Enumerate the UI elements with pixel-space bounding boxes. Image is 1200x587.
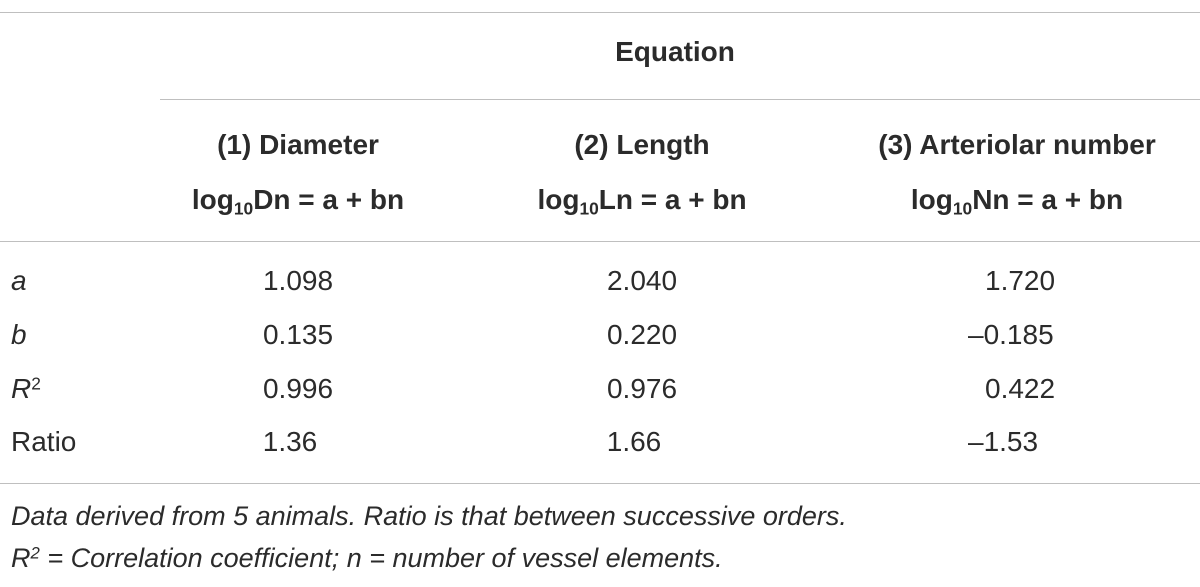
table-cell: 0.220 [606, 319, 678, 350]
row-label-ratio: Ratio [11, 426, 77, 457]
table-cell: 1.098 [262, 265, 334, 296]
column-equation-arteriolar-number: log10Nn = a + bn [910, 184, 1124, 219]
row-label-a: a [11, 265, 27, 296]
table-cell: 1.36 [262, 426, 318, 457]
column-header-diameter: (1) Diameter [217, 129, 379, 160]
footnote-line-2: R2 = Correlation coefficient; n = number… [11, 543, 723, 573]
table-bottom-rule [0, 483, 1200, 484]
row-label-r-squared: R2 [11, 373, 41, 404]
row-label-b: b [11, 319, 27, 350]
table-cell: 0.976 [606, 373, 678, 404]
equation-group-header: Equation [615, 36, 735, 67]
group-header-rule [160, 99, 1200, 100]
table-cell: 0.422 [985, 373, 1056, 404]
table-top-rule [0, 12, 1200, 13]
table-cell: –0.185 [968, 319, 1054, 350]
table-cell: 2.040 [606, 265, 678, 296]
column-equation-diameter: log10Dn = a + bn [191, 184, 405, 219]
column-header-arteriolar-number: (3) Arteriolar number [878, 129, 1156, 160]
table-cell: 0.996 [262, 373, 334, 404]
table-cell: 1.66 [606, 426, 662, 457]
footnote-line-1: Data derived from 5 animals. Ratio is th… [11, 501, 847, 531]
header-bottom-rule [0, 241, 1200, 242]
column-header-length: (2) Length [574, 129, 710, 160]
table-cell: 0.135 [262, 319, 334, 350]
table-cell: –1.53 [968, 426, 1039, 457]
table-cell: 1.720 [985, 265, 1056, 296]
column-equation-length: log10Ln = a + bn [537, 184, 747, 219]
